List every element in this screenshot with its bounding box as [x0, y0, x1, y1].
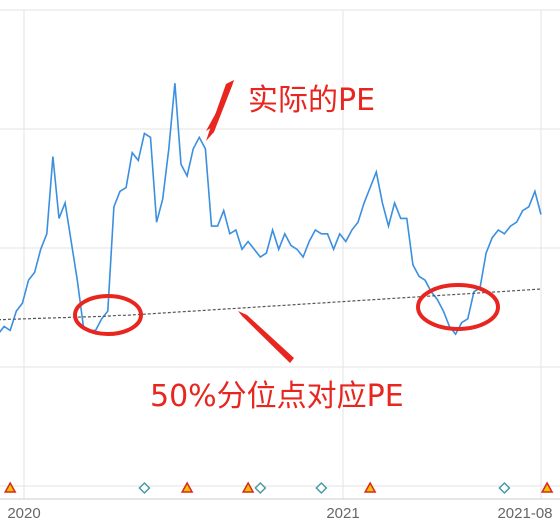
- event-marker-triangle: [363, 481, 377, 493]
- event-marker-triangle: [241, 481, 255, 493]
- x-tick-label: 2021-08: [497, 505, 552, 522]
- annotation-layer: 实际的PE 50%分位点对应PE: [73, 80, 500, 414]
- event-marker-diamond: [138, 481, 151, 495]
- x-tick-label: 2020: [7, 505, 40, 522]
- event-marker-triangle: [180, 481, 194, 493]
- x-tick-layer: 2020 2021 2021-08: [7, 505, 552, 522]
- actual-pe-line: [0, 83, 542, 336]
- x-tick-label: 2021: [326, 505, 359, 522]
- arrow-to-median-pe: [238, 311, 294, 363]
- annotation-median-pe: 50%分位点对应PE: [150, 379, 404, 414]
- event-marker-diamond: [498, 481, 511, 495]
- low-region-circle-left: [73, 294, 143, 336]
- chart-grid: [0, 9, 560, 500]
- annotation-actual-pe: 实际的PE: [248, 83, 375, 118]
- event-marker-triangle: [540, 481, 554, 493]
- event-marker-diamond: [315, 481, 328, 495]
- low-region-circle-right: [416, 283, 500, 331]
- event-marker-triangle: [3, 481, 17, 493]
- series-layer: [0, 83, 542, 336]
- median-pe-line: [0, 288, 542, 321]
- event-marker-diamond: [254, 481, 267, 495]
- event-marker-layer: [3, 481, 554, 495]
- arrow-to-actual-pe-head: [206, 80, 234, 141]
